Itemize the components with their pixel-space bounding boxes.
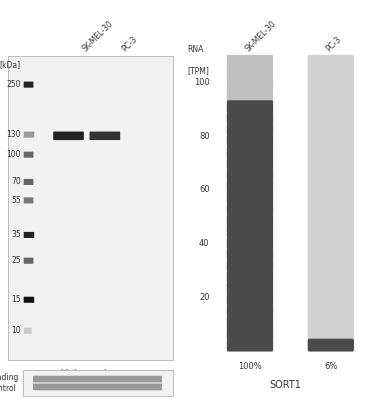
FancyBboxPatch shape [33,376,162,382]
FancyBboxPatch shape [227,123,273,136]
FancyBboxPatch shape [308,78,354,90]
FancyBboxPatch shape [227,89,273,102]
FancyBboxPatch shape [308,112,354,124]
FancyBboxPatch shape [227,282,273,295]
FancyBboxPatch shape [227,168,273,181]
FancyBboxPatch shape [308,168,354,181]
Text: 130: 130 [6,130,21,139]
FancyBboxPatch shape [227,248,273,261]
FancyBboxPatch shape [227,202,273,215]
FancyBboxPatch shape [308,214,354,227]
FancyBboxPatch shape [24,328,32,334]
FancyBboxPatch shape [227,316,273,329]
FancyBboxPatch shape [308,327,354,340]
Text: 10: 10 [11,326,21,335]
Text: [kDa]: [kDa] [0,60,21,70]
FancyBboxPatch shape [308,146,354,158]
Text: 70: 70 [11,178,21,186]
FancyBboxPatch shape [308,191,354,204]
FancyBboxPatch shape [227,191,273,204]
FancyBboxPatch shape [53,132,84,140]
Text: RNA: RNA [188,45,204,54]
Text: 15: 15 [11,295,21,304]
FancyBboxPatch shape [227,293,273,306]
FancyBboxPatch shape [24,197,33,204]
FancyBboxPatch shape [227,339,273,352]
FancyBboxPatch shape [308,157,354,170]
FancyBboxPatch shape [308,202,354,215]
Text: SK-MEL-30: SK-MEL-30 [80,18,115,53]
FancyBboxPatch shape [308,100,354,113]
Text: 40: 40 [199,239,210,248]
FancyBboxPatch shape [308,89,354,102]
FancyBboxPatch shape [227,259,273,272]
FancyBboxPatch shape [308,305,354,318]
Text: [TPM]: [TPM] [188,66,209,76]
FancyBboxPatch shape [227,55,273,68]
FancyBboxPatch shape [24,258,33,264]
FancyBboxPatch shape [308,66,354,79]
Text: 25: 25 [11,256,21,265]
FancyBboxPatch shape [227,78,273,90]
FancyBboxPatch shape [308,134,354,147]
FancyBboxPatch shape [24,179,33,185]
FancyBboxPatch shape [308,55,354,68]
Text: 100: 100 [6,150,21,159]
FancyBboxPatch shape [308,293,354,306]
Text: 6%: 6% [324,362,338,370]
FancyBboxPatch shape [227,327,273,340]
FancyBboxPatch shape [33,384,162,390]
FancyBboxPatch shape [227,66,273,79]
FancyBboxPatch shape [227,146,273,158]
FancyBboxPatch shape [24,152,33,158]
FancyBboxPatch shape [308,259,354,272]
FancyBboxPatch shape [24,82,33,88]
FancyBboxPatch shape [227,100,273,113]
Text: 100: 100 [194,78,210,87]
FancyBboxPatch shape [308,225,354,238]
FancyBboxPatch shape [308,282,354,295]
FancyBboxPatch shape [227,112,273,124]
FancyBboxPatch shape [308,248,354,261]
Text: PC-3: PC-3 [324,35,343,54]
Text: PC-3: PC-3 [120,34,139,53]
FancyBboxPatch shape [308,180,354,192]
Text: 20: 20 [199,293,210,302]
Text: 100%: 100% [238,362,262,370]
Text: Loading
Control: Loading Control [0,373,19,393]
Text: 80: 80 [199,132,210,141]
Text: 60: 60 [199,185,210,194]
Text: SORT1: SORT1 [269,380,301,390]
FancyBboxPatch shape [24,297,34,303]
FancyBboxPatch shape [24,232,34,238]
Text: 55: 55 [11,196,21,205]
Text: High: High [60,369,80,378]
FancyBboxPatch shape [308,316,354,329]
FancyBboxPatch shape [227,214,273,227]
FancyBboxPatch shape [227,270,273,284]
Text: 35: 35 [11,230,21,240]
FancyBboxPatch shape [227,157,273,170]
FancyBboxPatch shape [308,270,354,284]
FancyBboxPatch shape [308,236,354,249]
FancyBboxPatch shape [308,339,354,352]
FancyBboxPatch shape [24,132,34,138]
Text: 250: 250 [6,80,21,89]
FancyBboxPatch shape [227,236,273,249]
FancyBboxPatch shape [308,123,354,136]
FancyBboxPatch shape [90,132,120,140]
Text: SK-MEL-30: SK-MEL-30 [244,19,278,54]
FancyBboxPatch shape [227,134,273,147]
FancyBboxPatch shape [227,180,273,192]
FancyBboxPatch shape [227,305,273,318]
FancyBboxPatch shape [227,225,273,238]
Text: Low: Low [103,369,120,378]
